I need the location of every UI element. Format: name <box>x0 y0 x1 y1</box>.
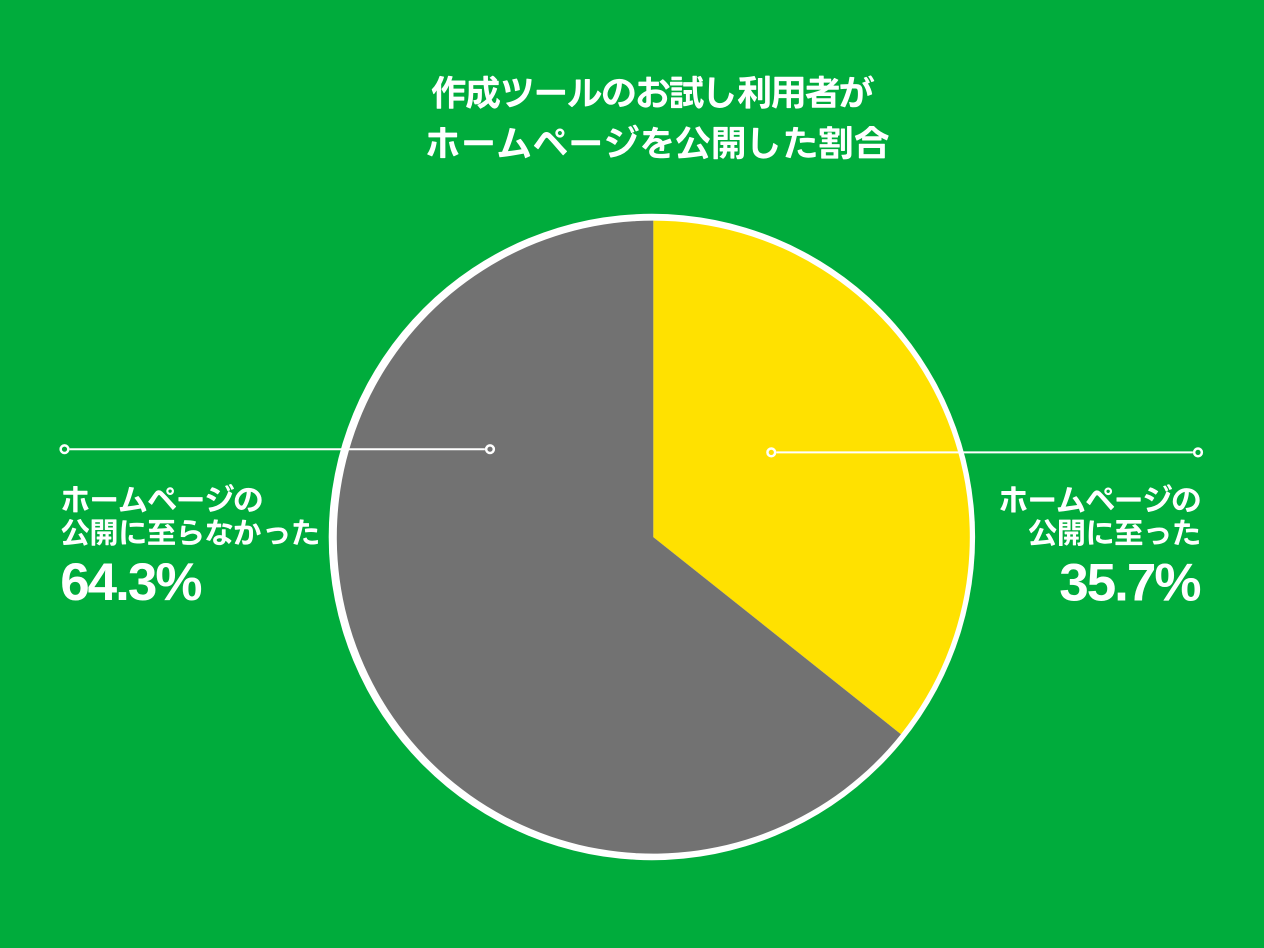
svg-text:64.3%: 64.3% <box>60 553 201 612</box>
svg-text:35.7%: 35.7% <box>1059 554 1200 613</box>
